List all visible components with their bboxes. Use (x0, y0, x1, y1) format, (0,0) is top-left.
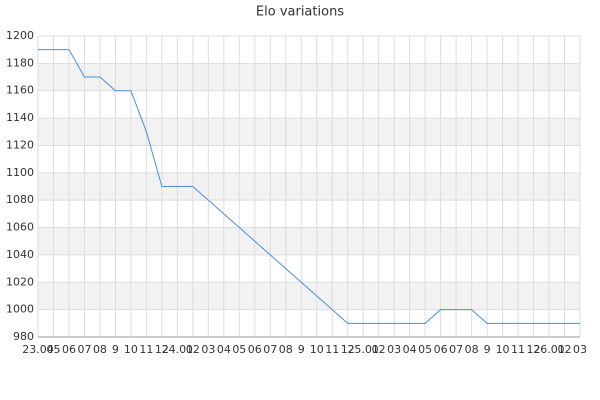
grid-band (38, 227, 580, 255)
x-tick-label: 12 (341, 343, 355, 356)
x-tick-label: 24.01 (162, 343, 194, 356)
y-tick-label: 1020 (6, 275, 34, 288)
x-tick-label: 05 (418, 343, 432, 356)
x-tick-label: 23.04 (22, 343, 54, 356)
x-tick-label: 03 (573, 343, 587, 356)
x-tick-label: 9 (298, 343, 305, 356)
x-tick-label: 07 (449, 343, 463, 356)
x-tick-label: 03 (387, 343, 401, 356)
x-tick-label: 06 (62, 343, 76, 356)
x-tick-label: 12 (527, 343, 541, 356)
x-tick-label: 07 (263, 343, 277, 356)
x-tick-label: 12 (155, 343, 169, 356)
x-tick-label: 04 (403, 343, 417, 356)
y-tick-label: 1060 (6, 221, 34, 234)
x-tick-label: 10 (310, 343, 324, 356)
x-tick-label: 04 (217, 343, 231, 356)
x-tick-label: 11 (139, 343, 153, 356)
grid-band (38, 118, 580, 146)
y-tick-label: 1040 (6, 248, 34, 261)
line (38, 49, 580, 324)
y-tick-label: 1120 (6, 138, 34, 151)
x-tick-label: 08 (279, 343, 293, 356)
x-tick-label: 05 (46, 343, 60, 356)
y-tick-label: 1180 (6, 56, 34, 69)
grid-band (38, 63, 580, 91)
grid-band (38, 282, 580, 310)
y-tick-label: 1000 (6, 303, 34, 316)
x-tick-label: 11 (325, 343, 339, 356)
y-tick-label: 1080 (6, 193, 34, 206)
chart-title: Elo variations (256, 5, 344, 20)
x-tick-label: 9 (484, 343, 491, 356)
x-tick-label: 9 (112, 343, 119, 356)
x-tick-label: 02 (186, 343, 200, 356)
x-tick-label: 26.01 (533, 343, 565, 356)
x-tick-label: 02 (372, 343, 386, 356)
x-tick-label: 02 (558, 343, 572, 356)
y-tick-label: 1100 (6, 166, 34, 179)
x-tick-label: 11 (511, 343, 525, 356)
x-tick-label: 25.01 (347, 343, 379, 356)
x-tick-label: 10 (496, 343, 510, 356)
y-tick-label: 1160 (6, 84, 34, 97)
y-tick-label: 1140 (6, 111, 34, 124)
grid-band (38, 172, 580, 201)
x-tick-label: 05 (232, 343, 246, 356)
x-tick-label: 08 (93, 343, 107, 356)
y-tick-label: 1200 (6, 29, 34, 42)
x-tick-label: 07 (77, 343, 91, 356)
x-tick-label: 08 (465, 343, 479, 356)
x-tick-label: 03 (201, 343, 215, 356)
y-tick-label: 980 (13, 330, 34, 343)
x-tick-label: 10 (124, 343, 138, 356)
x-tick-label: 06 (434, 343, 448, 356)
x-tick-label: 06 (248, 343, 262, 356)
